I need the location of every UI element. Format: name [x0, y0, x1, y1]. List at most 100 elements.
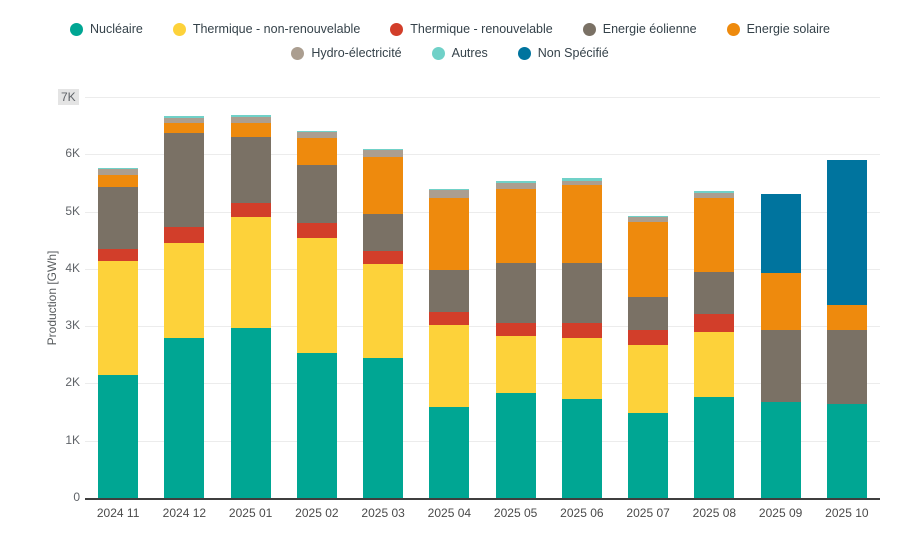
bar-segment[interactable] [760, 329, 801, 402]
bar-segment[interactable] [561, 180, 602, 186]
bar-segment[interactable] [98, 374, 139, 498]
bar-segment[interactable] [760, 272, 801, 330]
bar-segment[interactable] [164, 123, 205, 133]
bar-segment[interactable] [628, 215, 669, 218]
bar-2025-07[interactable] [628, 215, 669, 498]
x-tick-label: 2024 12 [162, 506, 207, 520]
bar-segment[interactable] [164, 338, 205, 498]
bar-segment[interactable] [230, 116, 271, 123]
legend-item-nucl-aire[interactable]: Nucléaire [70, 22, 143, 36]
bar-2025-10[interactable] [826, 160, 867, 498]
bar-segment[interactable] [694, 396, 735, 498]
bar-segment[interactable] [296, 137, 337, 165]
bar-2025-06[interactable] [561, 178, 602, 498]
bar-segment[interactable] [429, 270, 470, 312]
bar-segment[interactable] [760, 194, 801, 273]
bar-segment[interactable] [628, 345, 669, 413]
bar-segment[interactable] [495, 323, 536, 336]
bar-segment[interactable] [230, 328, 271, 498]
bar-segment[interactable] [561, 178, 602, 181]
bar-segment[interactable] [296, 237, 337, 354]
bar-segment[interactable] [826, 304, 867, 331]
legend-item-thermique-renouvelable[interactable]: Thermique - renouvelable [390, 22, 553, 36]
bar-segment[interactable] [296, 164, 337, 224]
bar-segment[interactable] [98, 186, 139, 250]
legend-item-energie-olienne[interactable]: Energie éolienne [582, 22, 697, 36]
bar-segment[interactable] [628, 217, 669, 222]
bar-segment[interactable] [561, 323, 602, 338]
bar-segment[interactable] [164, 115, 205, 118]
bar-2025-03[interactable] [363, 149, 404, 498]
bar-2025-02[interactable] [296, 130, 337, 498]
bar-segment[interactable] [296, 223, 337, 238]
bar-segment[interactable] [230, 216, 271, 329]
bar-segment[interactable] [628, 412, 669, 498]
bar-segment[interactable] [429, 311, 470, 326]
bar-segment[interactable] [628, 296, 669, 330]
bar-segment[interactable] [230, 203, 271, 217]
bar-segment[interactable] [363, 264, 404, 359]
bar-2025-09[interactable] [760, 194, 801, 498]
bar-2024-11[interactable] [98, 168, 139, 498]
bar-2025-04[interactable] [429, 189, 470, 498]
bar-segment[interactable] [561, 399, 602, 498]
bar-segment[interactable] [495, 188, 536, 264]
legend-item-energie-solaire[interactable]: Energie solaire [726, 22, 830, 36]
bar-segment[interactable] [495, 263, 536, 324]
bar-segment[interactable] [561, 337, 602, 400]
bar-segment[interactable] [230, 122, 271, 137]
bar-segment[interactable] [694, 271, 735, 315]
bar-segment[interactable] [694, 192, 735, 199]
bar-segment[interactable] [98, 260, 139, 375]
bar-segment[interactable] [429, 197, 470, 271]
bar-segment[interactable] [628, 221, 669, 297]
bar-segment[interactable] [429, 406, 470, 498]
bar-segment[interactable] [495, 393, 536, 498]
bar-segment[interactable] [694, 191, 735, 193]
legend-item-hydro-lectricit-[interactable]: Hydro-électricité [291, 46, 402, 60]
bar-segment[interactable] [760, 401, 801, 498]
bar-segment[interactable] [98, 168, 139, 170]
bar-segment[interactable] [296, 130, 337, 132]
bar-segment[interactable] [296, 131, 337, 138]
bar-segment[interactable] [429, 189, 470, 191]
bar-segment[interactable] [694, 198, 735, 272]
bar-segment[interactable] [561, 185, 602, 264]
bar-segment[interactable] [363, 150, 404, 157]
bar-segment[interactable] [164, 242, 205, 339]
bar-segment[interactable] [230, 115, 271, 117]
bar-segment[interactable] [495, 182, 536, 189]
bar-segment[interactable] [363, 156, 404, 215]
bar-segment[interactable] [429, 190, 470, 198]
bar-2025-08[interactable] [694, 191, 735, 498]
bar-segment[interactable] [230, 136, 271, 203]
bar-segment[interactable] [694, 332, 735, 397]
bar-segment[interactable] [826, 404, 867, 498]
legend-item-thermique-non-renouvelable[interactable]: Thermique - non-renouvelable [172, 22, 360, 36]
bar-segment[interactable] [98, 249, 139, 261]
bar-segment[interactable] [164, 132, 205, 228]
bar-segment[interactable] [628, 329, 669, 346]
bar-segment[interactable] [164, 117, 205, 124]
bar-segment[interactable] [98, 169, 139, 175]
bar-2024-12[interactable] [164, 115, 205, 498]
bar-segment[interactable] [363, 214, 404, 252]
bar-segment[interactable] [363, 149, 404, 151]
bar-segment[interactable] [164, 227, 205, 243]
legend-item-autres[interactable]: Autres [431, 46, 488, 60]
bar-segment[interactable] [826, 160, 867, 305]
bar-segment[interactable] [826, 330, 867, 405]
bar-segment[interactable] [495, 181, 536, 183]
bar-segment[interactable] [363, 251, 404, 265]
bar-segment[interactable] [495, 335, 536, 394]
bar-segment[interactable] [561, 263, 602, 324]
bar-2025-01[interactable] [230, 115, 271, 498]
bar-segment[interactable] [694, 314, 735, 333]
bar-segment[interactable] [296, 353, 337, 498]
bar-2025-05[interactable] [495, 181, 536, 498]
bar-segment[interactable] [98, 174, 139, 187]
legend-color-dot-icon [726, 22, 740, 36]
bar-segment[interactable] [363, 358, 404, 498]
legend-item-non-sp-cifi-[interactable]: Non Spécifié [517, 46, 609, 60]
bar-segment[interactable] [429, 325, 470, 407]
